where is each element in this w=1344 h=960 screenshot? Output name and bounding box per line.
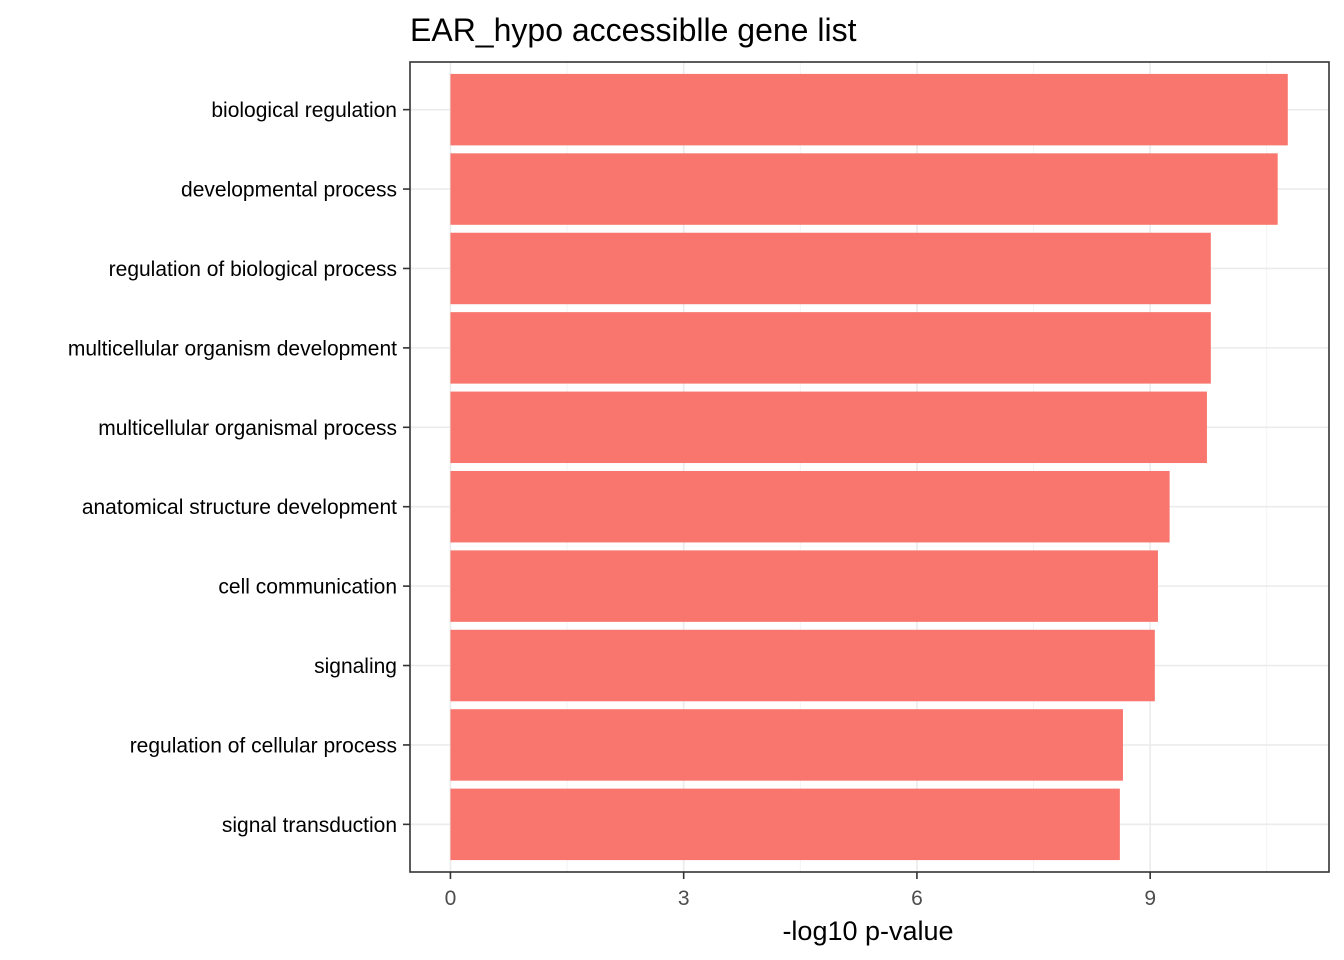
y-tick-label: regulation of cellular process [130,734,397,757]
bars [450,73,1288,861]
panel-border [409,61,1330,873]
x-tick-label: 3 [678,887,690,910]
bar [450,73,1288,146]
bar [450,550,1158,622]
y-axis: biological regulation developmental proce… [68,99,410,837]
bar [450,232,1211,305]
x-tick-label: 9 [1144,887,1156,910]
x-axis-label: -log10 p-value [782,916,953,946]
y-tick-label: anatomical structure development [82,496,397,519]
y-tick-label: regulation of biological process [109,258,397,281]
bar [450,312,1211,384]
y-tick-label: signaling [314,655,397,678]
bar [450,709,1123,781]
bar [450,788,1120,861]
chart-title: EAR_hypo accessiblle gene list [410,12,857,48]
bar [450,470,1170,543]
x-axis: 0 3 6 9 [445,872,1156,910]
x-tick-label: 0 [445,887,457,910]
y-tick-label: multicellular organism development [68,337,397,360]
y-tick-label: biological regulation [211,99,397,122]
bar [450,153,1278,225]
bar [450,391,1207,464]
y-tick-label: multicellular organismal process [98,417,397,440]
y-tick-label: signal transduction [222,814,397,837]
bar [450,629,1155,702]
y-tick-label: cell communication [218,576,397,599]
x-tick-label: 6 [911,887,923,910]
y-tick-label: developmental process [181,179,397,202]
